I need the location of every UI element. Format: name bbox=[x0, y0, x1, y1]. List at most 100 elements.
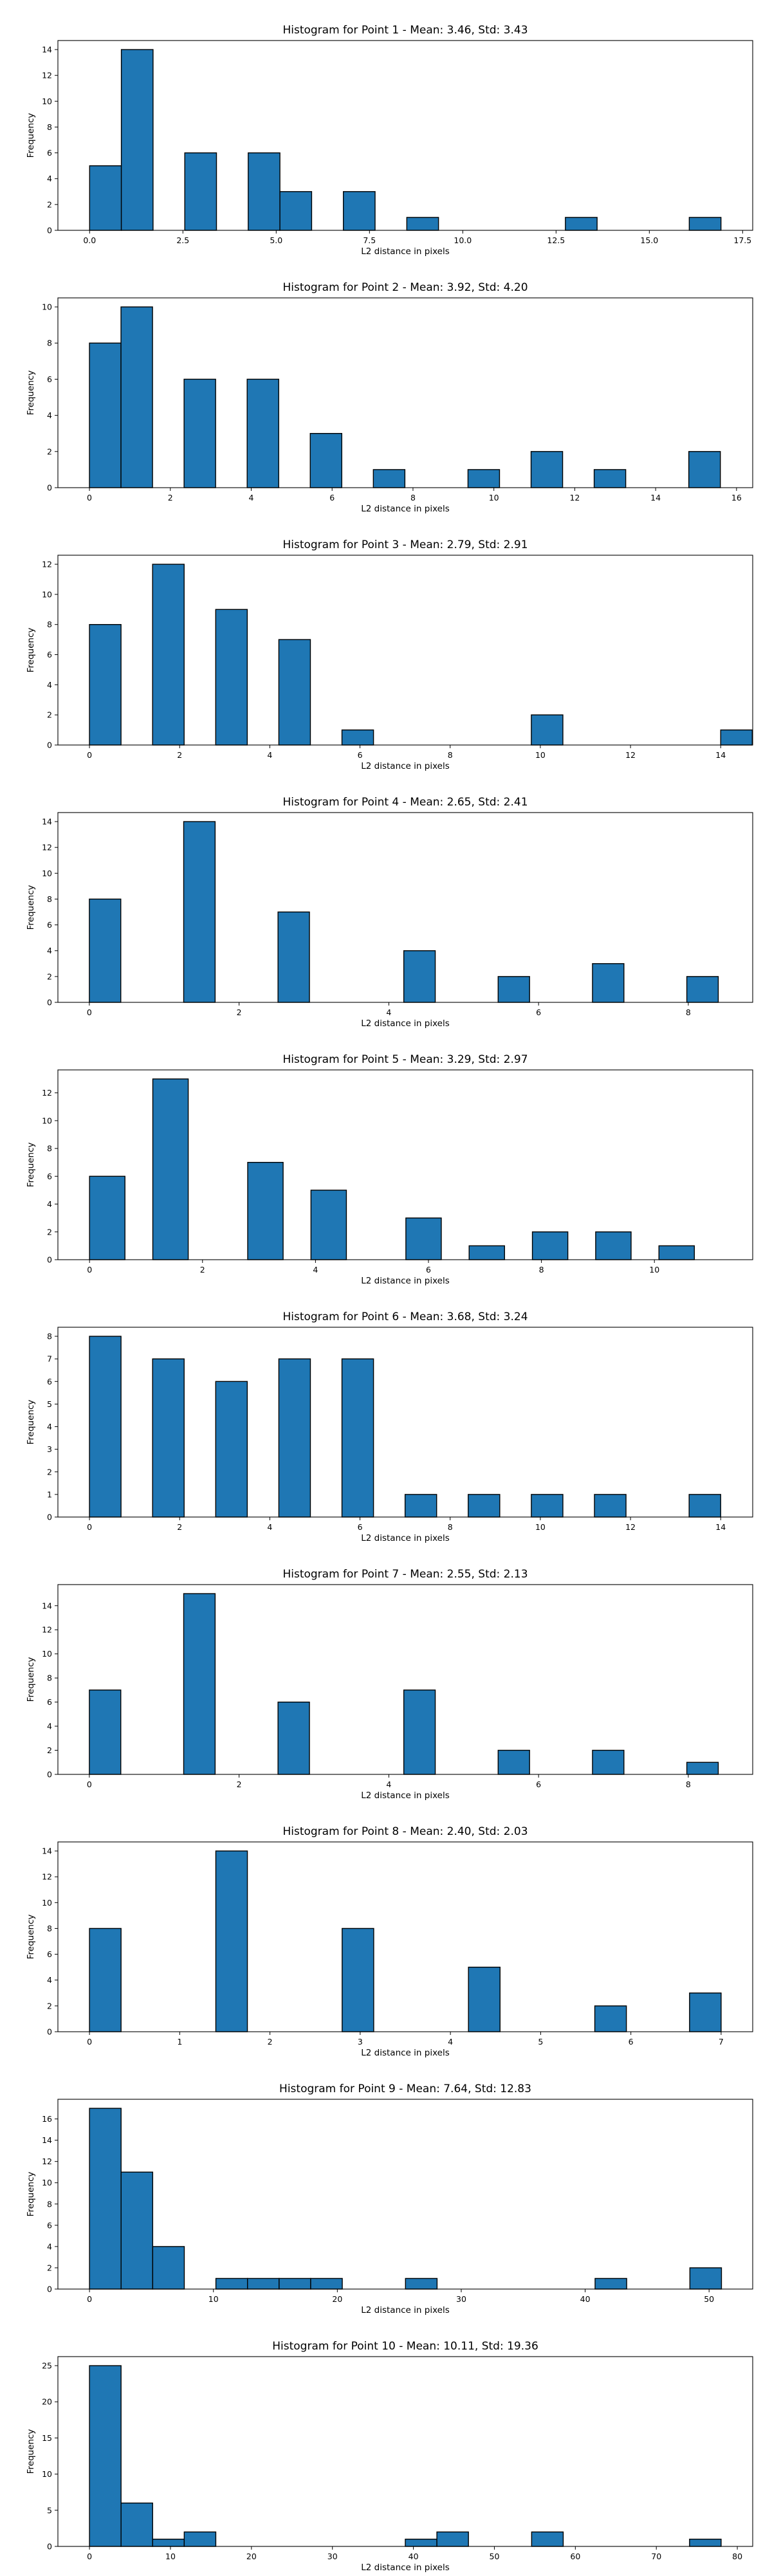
x-tick-label: 0 bbox=[87, 750, 92, 760]
histogram-bar bbox=[594, 1494, 627, 1518]
histogram-bar bbox=[120, 2502, 153, 2547]
histogram-bar bbox=[688, 451, 721, 488]
histogram-panel-1: Histogram for Point 1 - Mean: 3.46, Std:… bbox=[26, 24, 753, 257]
y-tick-label: 12 bbox=[42, 560, 52, 569]
x-tick-label: 30 bbox=[456, 2294, 466, 2304]
histogram-bar bbox=[89, 898, 122, 1003]
x-tick-label: 5 bbox=[538, 2037, 543, 2047]
histogram-bar bbox=[468, 1494, 501, 1518]
x-tick-label: 1 bbox=[177, 2037, 182, 2047]
histogram-bar bbox=[89, 1689, 122, 1775]
x-tick-label: 10 bbox=[165, 2552, 176, 2561]
y-tick-label: 15 bbox=[42, 2433, 52, 2443]
x-tick-label: 3 bbox=[358, 2037, 363, 2047]
histogram-panel-4: Histogram for Point 4 - Mean: 2.65, Std:… bbox=[26, 796, 753, 1029]
chart-title: Histogram for Point 3 - Mean: 2.79, Std:… bbox=[282, 538, 528, 551]
y-tick-label: 5 bbox=[47, 1399, 52, 1409]
x-tick-label: 14 bbox=[715, 750, 726, 760]
x-axis-label: L2 distance in pixels bbox=[361, 504, 449, 514]
y-tick-label: 14 bbox=[42, 2135, 52, 2145]
histogram-bar bbox=[406, 217, 439, 231]
x-tick-label: 2 bbox=[177, 750, 182, 760]
histogram-bar bbox=[183, 2531, 217, 2547]
y-tick-label: 4 bbox=[47, 1722, 52, 1731]
x-tick-label: 7 bbox=[719, 2037, 724, 2047]
y-tick-label: 4 bbox=[47, 946, 52, 955]
x-tick-label: 8 bbox=[448, 750, 453, 760]
chart-title: Histogram for Point 6 - Mean: 3.68, Std:… bbox=[282, 1311, 528, 1323]
x-tick-label: 0 bbox=[87, 493, 92, 502]
axes-frame bbox=[57, 1327, 753, 1518]
y-axis-label: Frequency bbox=[26, 1400, 36, 1445]
x-tick-label: 2.5 bbox=[176, 235, 189, 245]
histogram-bar bbox=[403, 1689, 436, 1775]
axes-frame bbox=[57, 812, 753, 1003]
y-tick-label: 8 bbox=[47, 122, 52, 132]
histogram-bar bbox=[89, 2108, 122, 2290]
x-tick-label: 12 bbox=[569, 493, 580, 502]
x-axis-label: L2 distance in pixels bbox=[361, 246, 449, 257]
histogram-panel-3: Histogram for Point 3 - Mean: 2.79, Std:… bbox=[26, 538, 753, 771]
y-tick-label: 12 bbox=[42, 1625, 52, 1635]
y-tick-label: 2 bbox=[47, 199, 52, 209]
y-tick-label: 10 bbox=[42, 302, 52, 312]
histogram-bar bbox=[277, 911, 310, 1003]
y-tick-label: 16 bbox=[42, 2114, 52, 2124]
y-tick-label: 2 bbox=[47, 1745, 52, 1755]
histogram-bar bbox=[565, 217, 598, 231]
histogram-bar bbox=[341, 729, 374, 746]
y-tick-label: 8 bbox=[47, 620, 52, 629]
x-tick-label: 4 bbox=[267, 750, 272, 760]
x-tick-label: 2 bbox=[237, 1007, 242, 1017]
histogram-bar bbox=[468, 1966, 501, 2032]
histogram-bar bbox=[592, 963, 625, 1003]
chart-title: Histogram for Point 4 - Mean: 2.65, Std:… bbox=[282, 796, 528, 809]
x-tick-label: 2 bbox=[237, 1780, 242, 1789]
x-tick-label: 5.0 bbox=[270, 235, 282, 245]
y-tick-label: 5 bbox=[47, 2505, 52, 2515]
histogram-panel-7: Histogram for Point 7 - Mean: 2.55, Std:… bbox=[26, 1568, 753, 1801]
histogram-bar bbox=[247, 1162, 284, 1260]
x-tick-label: 6 bbox=[629, 2037, 634, 2047]
y-tick-label: 6 bbox=[47, 1172, 52, 1181]
x-tick-label: 14 bbox=[650, 493, 661, 502]
y-tick-label: 6 bbox=[47, 2220, 52, 2230]
histogram-bar bbox=[689, 2539, 722, 2547]
histogram-bar bbox=[404, 1494, 437, 1518]
histogram-bar bbox=[152, 2539, 185, 2547]
histogram-bar bbox=[372, 469, 406, 488]
x-tick-label: 70 bbox=[651, 2552, 661, 2561]
x-tick-label: 0 bbox=[87, 1007, 92, 1017]
histogram-bar bbox=[120, 2171, 154, 2290]
x-tick-label: 2 bbox=[268, 2037, 273, 2047]
histogram-bar bbox=[152, 1078, 189, 1260]
x-tick-label: 8 bbox=[539, 1265, 544, 1274]
x-tick-label: 17.5 bbox=[733, 235, 751, 245]
y-tick-label: 25 bbox=[42, 2361, 52, 2371]
histogram-bar bbox=[309, 433, 343, 488]
histogram-bar bbox=[215, 2277, 248, 2290]
histogram-bar bbox=[215, 609, 248, 746]
y-tick-label: 8 bbox=[47, 1673, 52, 1683]
y-tick-label: 6 bbox=[47, 148, 52, 158]
x-axis-label: L2 distance in pixels bbox=[361, 2305, 449, 2315]
y-tick-label: 14 bbox=[42, 817, 52, 827]
histogram-bar bbox=[405, 2539, 437, 2547]
y-tick-label: 8 bbox=[47, 894, 52, 904]
histogram-bar bbox=[184, 152, 217, 231]
chart-title: Histogram for Point 9 - Mean: 7.64, Std:… bbox=[279, 2083, 531, 2095]
y-tick-label: 10 bbox=[42, 1116, 52, 1125]
histogram-bar bbox=[152, 2246, 185, 2290]
x-tick-label: 8 bbox=[410, 493, 416, 502]
x-tick-label: 6 bbox=[426, 1265, 431, 1274]
y-tick-label: 0 bbox=[47, 483, 52, 493]
y-tick-label: 2 bbox=[47, 2001, 52, 2010]
axes-frame bbox=[57, 1069, 753, 1260]
histogram-bar bbox=[720, 729, 753, 746]
histogram-bar bbox=[405, 1217, 442, 1260]
y-axis-label: Frequency bbox=[26, 885, 36, 930]
y-tick-label: 6 bbox=[47, 1949, 52, 1959]
y-tick-label: 0 bbox=[47, 1513, 52, 1522]
